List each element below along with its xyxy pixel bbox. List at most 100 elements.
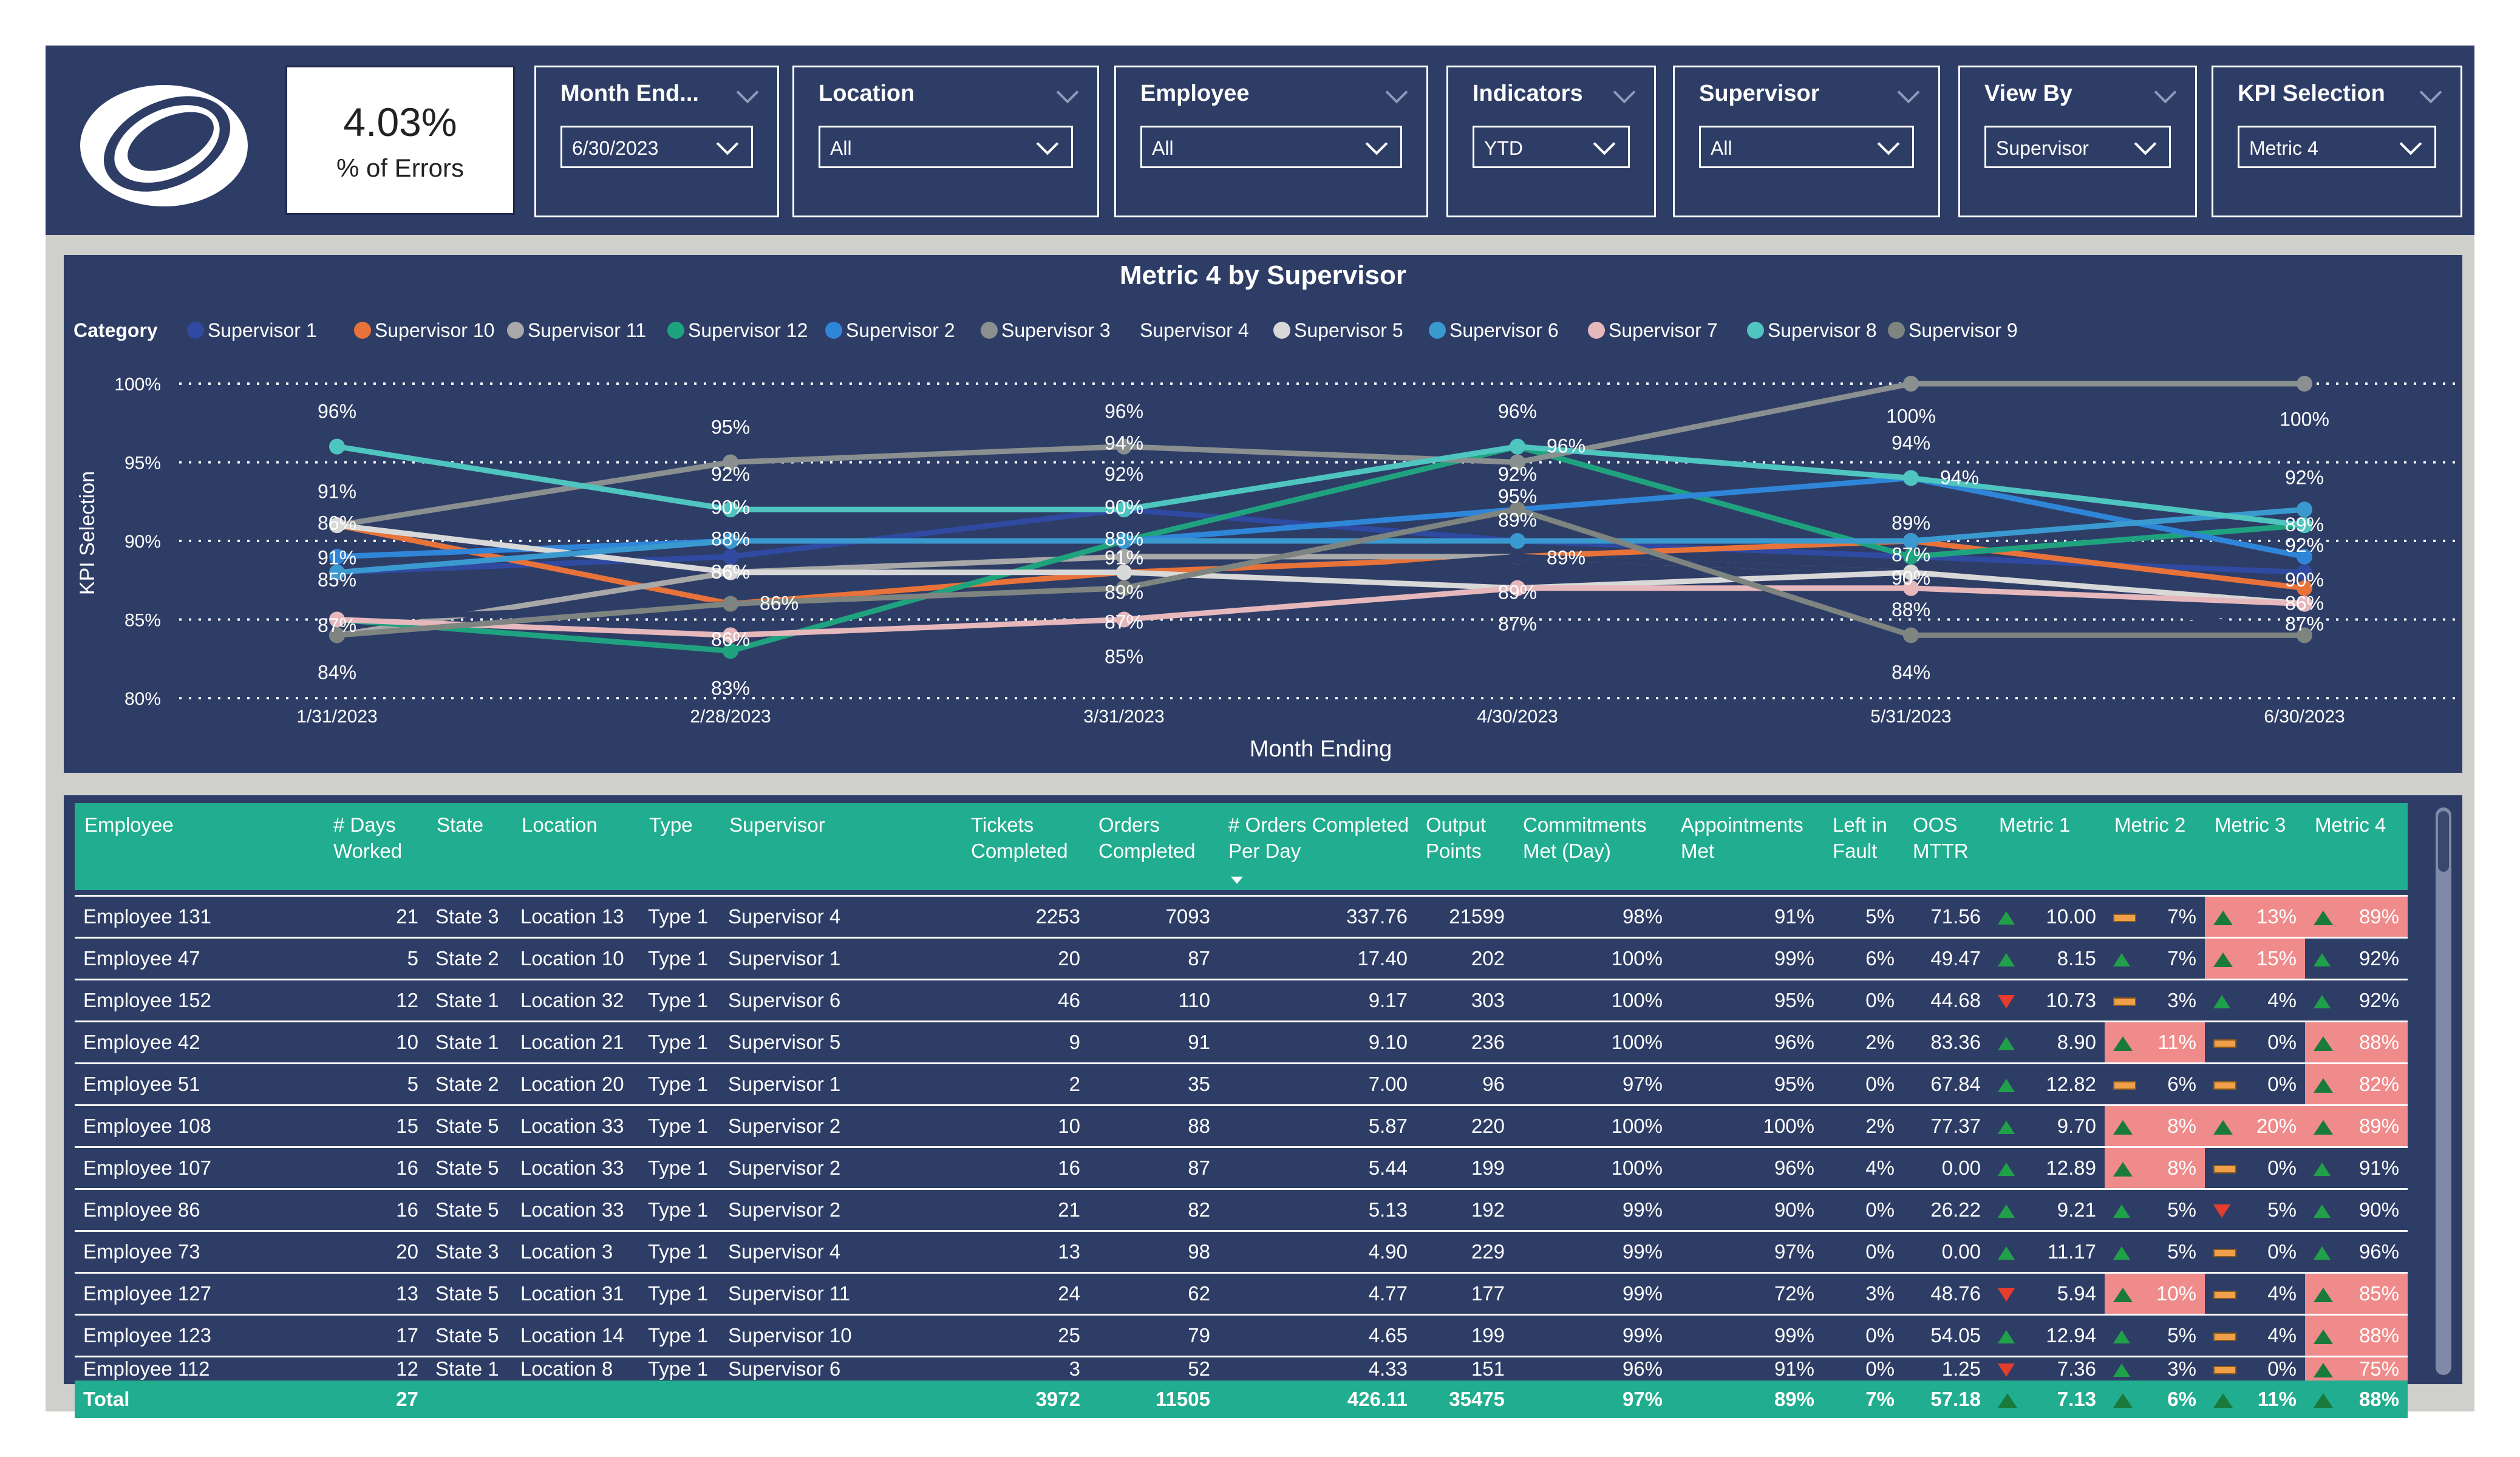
- month-end-dropdown[interactable]: 6/30/2023: [560, 126, 753, 168]
- total-cell: 35475: [1416, 1381, 1513, 1418]
- data-label: 86%: [2285, 593, 2324, 614]
- metric-value: 92%: [2358, 989, 2399, 1011]
- column-header[interactable]: Commitments Met (Day): [1513, 803, 1671, 890]
- table-cell: Location 20: [512, 1063, 639, 1106]
- column-header[interactable]: # Orders Completed Per Day: [1219, 803, 1416, 890]
- column-header[interactable]: # Days Worked: [324, 803, 427, 890]
- data-label: 94%: [1105, 432, 1143, 453]
- table-cell: 97%: [1671, 1231, 1823, 1274]
- metric-value: 0%: [2267, 1357, 2297, 1380]
- column-header[interactable]: Tickets Completed: [961, 803, 1089, 890]
- data-point: [2297, 376, 2312, 392]
- table-cell: 96%: [1671, 1021, 1823, 1064]
- table-row[interactable]: Employee 127 13 State 5 Location 31 Type 1 Su…: [75, 1272, 2408, 1316]
- location-dropdown[interactable]: All: [819, 126, 1073, 168]
- table-row[interactable]: Employee 73 20 State 3 Location 3 Type 1 Supe…: [75, 1231, 2408, 1274]
- collapse-chevron-icon[interactable]: [1056, 81, 1079, 104]
- table-cell: 192: [1416, 1189, 1513, 1232]
- up-triangle-icon: [1998, 1163, 2015, 1177]
- collapse-chevron-icon[interactable]: [1613, 81, 1636, 104]
- indicators-dropdown[interactable]: YTD: [1473, 126, 1630, 168]
- slicer-kpi-selection: KPI Selection Metric 4: [2212, 66, 2462, 217]
- column-header[interactable]: Employee: [75, 803, 324, 890]
- column-header[interactable]: Metric 4: [2305, 803, 2408, 890]
- data-point: [723, 501, 738, 518]
- column-header[interactable]: Metric 2: [2105, 803, 2205, 890]
- data-point: [1903, 627, 1919, 644]
- table-row[interactable]: Employee 42 10 State 1 Location 21 Type 1 Sup…: [75, 1021, 2408, 1064]
- y-axis-title: KPI Selection: [76, 471, 99, 595]
- table-row[interactable]: Employee 131 21 State 3 Location 13 Type 1 Su…: [75, 895, 2408, 939]
- table-cell: 10: [961, 1105, 1089, 1148]
- table-cell: 88%: [2305, 1021, 2408, 1064]
- table-cell: 0%: [1865, 1357, 1895, 1380]
- data-label: 92%: [2285, 534, 2324, 556]
- supervisor-dropdown[interactable]: All: [1699, 126, 1914, 168]
- data-label: 90%: [1892, 567, 1930, 589]
- table-row[interactable]: Employee 112 12 State 1 Location 8 Type 1 Sup…: [75, 1356, 2408, 1381]
- column-header[interactable]: Appointments Met: [1671, 803, 1823, 890]
- slicer-employee: Employee All: [1114, 66, 1428, 217]
- slicer-title: Month End...: [560, 81, 699, 106]
- data-point: [1116, 501, 1132, 518]
- collapse-chevron-icon[interactable]: [2419, 81, 2442, 104]
- column-header[interactable]: Location: [512, 803, 639, 890]
- chevron-down-icon: [716, 132, 739, 155]
- table-row[interactable]: Employee 51 5 State 2 Location 20 Type 1 Supe…: [75, 1063, 2408, 1106]
- column-header[interactable]: State: [427, 803, 512, 890]
- column-header[interactable]: Left in Fault: [1823, 803, 1903, 890]
- series-line-11: [336, 444, 2305, 528]
- employee-dropdown[interactable]: All: [1140, 126, 1402, 168]
- table-row[interactable]: Employee 47 5 State 2 Location 10 Type 1 Supe…: [75, 937, 2408, 980]
- up-triangle-icon: [2213, 1393, 2233, 1408]
- data-point: [2297, 517, 2312, 534]
- table-cell: 98: [1089, 1231, 1219, 1274]
- table-row[interactable]: Employee 108 15 State 5 Location 33 Type 1 Su…: [75, 1105, 2408, 1148]
- data-label: 94%: [1892, 432, 1930, 453]
- data-label: 96%: [1547, 435, 1585, 457]
- table-scrollbar[interactable]: [2436, 807, 2451, 1375]
- table-cell: 5%: [2105, 1314, 2205, 1357]
- slicer-title: KPI Selection: [2238, 81, 2385, 106]
- metric-value: 0%: [2267, 1156, 2297, 1179]
- column-header-label: Commitments Met (Day): [1523, 813, 1647, 862]
- kpi-selection-dropdown[interactable]: Metric 4: [2238, 126, 2436, 168]
- total-cell: 88%: [2305, 1381, 2408, 1418]
- column-header[interactable]: Metric 3: [2205, 803, 2305, 890]
- collapse-chevron-icon[interactable]: [1897, 81, 1920, 104]
- table-row[interactable]: Employee 152 12 State 1 Location 32 Type 1 Su…: [75, 979, 2408, 1022]
- up-triangle-icon: [2113, 953, 2130, 967]
- view-by-dropdown[interactable]: Supervisor: [1984, 126, 2171, 168]
- table-cell: State 2: [427, 1063, 512, 1106]
- table-cell: Type 1: [639, 1272, 720, 1316]
- table-row[interactable]: Employee 107 16 State 5 Location 33 Type 1 Su…: [75, 1147, 2408, 1190]
- kpi-card-errors: 4.03% % of Errors: [285, 66, 515, 215]
- line-chart[interactable]: Metric 4 by Supervisor Category Supervisor…: [64, 255, 2462, 773]
- table-row[interactable]: Employee 123 17 State 5 Location 14 Type 1 Su…: [75, 1314, 2408, 1357]
- up-triangle-icon: [1998, 911, 2015, 925]
- column-header[interactable]: Type: [639, 803, 720, 890]
- collapse-chevron-icon[interactable]: [1385, 81, 1408, 104]
- metric-value: 7.13: [2057, 1388, 2096, 1410]
- metric-value: 8%: [2167, 1156, 2196, 1179]
- table-cell: Supervisor 2: [720, 1189, 961, 1232]
- column-header[interactable]: Supervisor: [720, 803, 961, 890]
- scrollbar-thumb[interactable]: [2438, 811, 2449, 872]
- table-row[interactable]: Employee 86 16 State 5 Location 33 Type 1 Sup…: [75, 1189, 2408, 1232]
- chevron-down-icon: [1877, 132, 1900, 155]
- collapse-chevron-icon[interactable]: [736, 81, 759, 104]
- data-point: [1903, 564, 1919, 580]
- column-header[interactable]: Output Points: [1416, 803, 1513, 890]
- table-cell: 20%: [2205, 1105, 2305, 1148]
- column-header[interactable]: Metric 1: [1989, 803, 2105, 890]
- table-cell: 12: [324, 979, 427, 1022]
- column-header[interactable]: OOS MTTR: [1903, 803, 1989, 890]
- collapse-chevron-icon[interactable]: [2154, 81, 2177, 104]
- table-cell: 3%: [1823, 1272, 1903, 1316]
- table-cell: 0%: [1823, 1189, 1903, 1232]
- column-header[interactable]: Orders Completed: [1089, 803, 1219, 890]
- down-triangle-icon: [1998, 1364, 2015, 1377]
- table-cell: 75%: [2305, 1356, 2408, 1381]
- table-cell: 71.56: [1903, 895, 1989, 939]
- data-label: 86%: [760, 593, 799, 614]
